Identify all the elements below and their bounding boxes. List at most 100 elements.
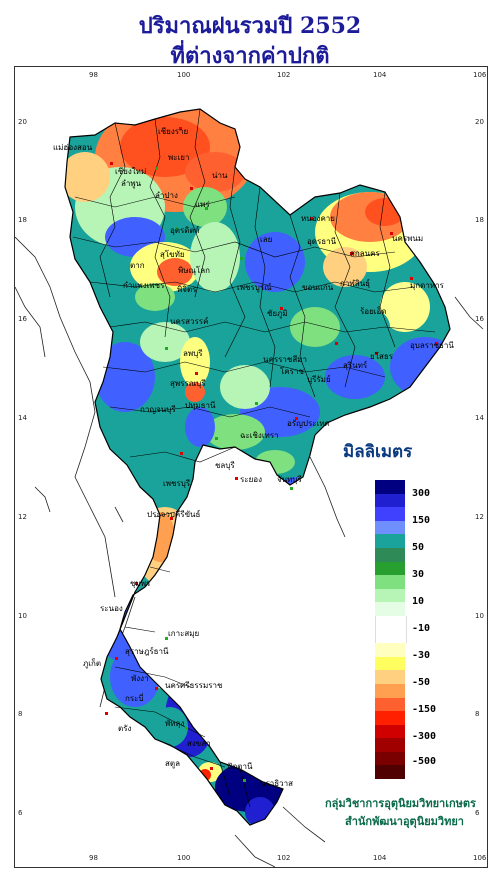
legend-swatch	[375, 547, 405, 562]
legend-label: -500	[412, 756, 437, 767]
legend-swatch	[375, 751, 405, 766]
legend-swatch	[375, 697, 405, 712]
lon-tick-106-bottom: 106	[473, 854, 487, 862]
lat-tick-10-left: 10	[18, 612, 27, 620]
lon-tick-98-top: 98	[89, 71, 98, 79]
lat-tick-18-left: 18	[18, 216, 27, 224]
province-label: นครสวรรค์	[170, 317, 209, 326]
province-label: น่าน	[212, 171, 228, 180]
province-label: เพชรบูรณ์	[237, 283, 272, 292]
province-label: ระนอง	[100, 604, 123, 613]
province-label: พังงา	[131, 674, 149, 683]
lon-tick-102-top: 102	[277, 71, 291, 79]
lat-tick-16-right: 16	[475, 315, 484, 323]
province-label: เลย	[260, 235, 273, 244]
map-frame: 98 100 102 104 106 98 100 102 104 106 20…	[14, 66, 488, 868]
province-label: กำแพงเพชร	[123, 281, 165, 290]
province-label: สกลนคร	[350, 249, 380, 258]
legend-swatch	[375, 629, 407, 644]
legend-swatch	[375, 738, 405, 752]
lon-tick-98-bottom: 98	[89, 854, 98, 862]
province-label: นครศรีธรรมราช	[165, 681, 223, 690]
lat-tick-14-right: 14	[475, 414, 484, 422]
legend-swatch	[375, 724, 405, 739]
lat-tick-18-right: 18	[475, 216, 484, 224]
province-label: อุดรธานี	[307, 237, 337, 246]
lat-tick-14-left: 14	[18, 414, 27, 422]
legend-swatch	[375, 588, 405, 603]
credit-line-2: สำนักพัฒนาอุตุนิยมวิทยา	[345, 815, 464, 828]
legend-swatch	[375, 493, 405, 508]
province-label: กาญจนบุรี	[140, 405, 176, 414]
province-label: สุราษฎร์ธานี	[125, 647, 169, 656]
province-label: ปัตตานี	[227, 762, 253, 771]
province-label: สุรินทร์	[343, 361, 368, 370]
province-label: แม่ฮ่องสอน	[53, 143, 93, 152]
legend-color-bar	[375, 480, 407, 780]
province-label: แพร่	[195, 200, 210, 209]
lon-tick-100-top: 100	[177, 71, 191, 79]
province-label: มุกดาหาร	[410, 281, 444, 290]
legend-label: -30	[412, 650, 431, 661]
map-title: ปริมาณฝนรวมปี 2552	[138, 13, 362, 39]
province-label: ลพบุรี	[183, 349, 203, 358]
province-label: กระบี่	[125, 694, 144, 703]
legend-label: 50	[412, 542, 425, 553]
lon-tick-100-bottom: 100	[177, 854, 191, 862]
province-label: ร้อยเอ็ด	[360, 307, 387, 316]
credit-line-1: กลุ่มวิชาการอุตุนิยมวิทยาเกษตร	[325, 797, 476, 810]
province-label: สตูล	[165, 759, 180, 768]
province-label: พัทลุง	[165, 719, 185, 728]
province-label: พะเยา	[168, 153, 190, 162]
legend-label: -150	[412, 704, 437, 715]
province-label: เพชรบุรี	[163, 479, 191, 488]
lat-tick-10-right: 10	[475, 612, 484, 620]
legend-swatch	[375, 615, 407, 630]
province-borders	[64, 108, 451, 826]
province-label: กาฬสินธุ์	[340, 279, 371, 288]
legend-label: 30	[412, 569, 425, 580]
lon-tick-104-bottom: 104	[373, 854, 387, 862]
lat-tick-12-right: 12	[475, 513, 484, 521]
province-label: โคราช	[280, 367, 304, 376]
province-label: สุพรรณบุรี	[170, 379, 206, 388]
province-label: เกาะสมุย	[168, 629, 200, 638]
neighbor-borders	[15, 236, 484, 867]
legend-swatch	[375, 534, 405, 548]
legend-swatch	[375, 765, 405, 780]
lat-tick-12-left: 12	[18, 513, 27, 521]
lat-tick-20-left: 20	[18, 118, 27, 126]
legend-swatch	[375, 602, 405, 616]
legend-swatch	[375, 520, 405, 535]
legend-swatch	[375, 643, 405, 657]
legend-label: 300	[412, 488, 431, 499]
province-label: หนองคาย	[301, 214, 335, 223]
province-label: นครราชสีมา	[263, 355, 307, 364]
lat-tick-6-right: 6	[475, 809, 480, 817]
lon-tick-102-bottom: 102	[277, 854, 291, 862]
legend-swatch	[375, 656, 405, 671]
lat-tick-16-left: 16	[18, 315, 27, 323]
legend-swatch	[375, 480, 405, 494]
lat-tick-20-right: 20	[475, 118, 484, 126]
lat-tick-6-left: 6	[18, 809, 23, 817]
legend-title: มิลลิเมตร	[343, 442, 413, 462]
province-label: ชัยภูมิ	[267, 309, 288, 318]
province-label: ลำปาง	[155, 191, 178, 200]
legend-swatch	[375, 670, 405, 684]
province-label: พิษณุโลก	[178, 266, 211, 275]
lon-tick-104-top: 104	[373, 71, 387, 79]
lon-tick-106-top: 106	[473, 71, 487, 79]
province-label: นราธิวาส	[260, 779, 294, 788]
province-label: ตรัง	[118, 724, 132, 733]
province-label: ยโสธร	[370, 352, 394, 361]
anomaly-fill	[65, 109, 450, 825]
legend-label: 10	[412, 596, 425, 607]
province-label: ตาก	[130, 261, 145, 270]
province-label: สุโขทัย	[160, 250, 185, 259]
province-label: ชลบุรี	[215, 461, 235, 470]
lat-tick-8-left: 8	[18, 710, 23, 718]
legend-label: -50	[412, 677, 431, 688]
province-label: ประจวบคีรีขันธ์	[147, 510, 201, 519]
province-label: ภูเก็ต	[83, 659, 102, 668]
